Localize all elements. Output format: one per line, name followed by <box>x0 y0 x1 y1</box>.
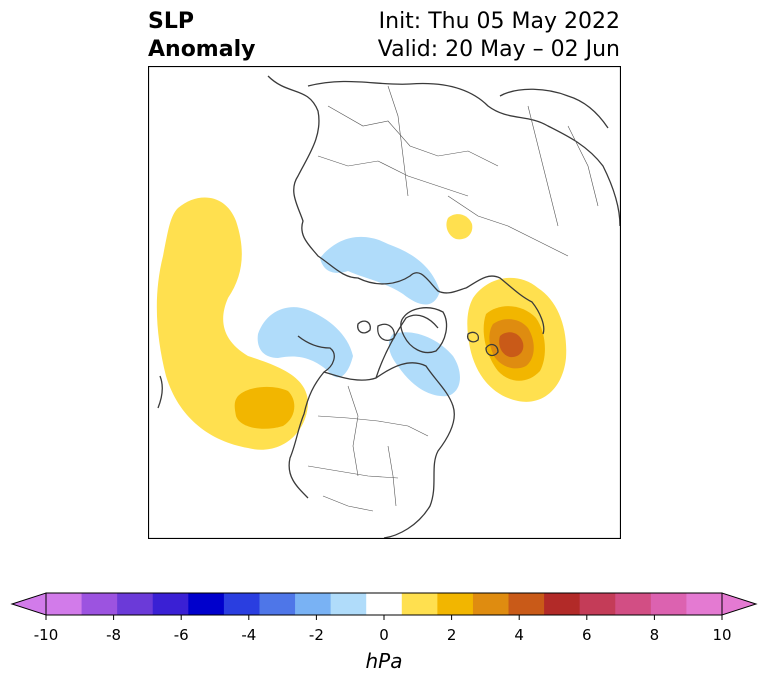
colorbar-swatch <box>472 593 510 615</box>
colorbar-swatch <box>508 593 545 615</box>
colorbar-swatches <box>10 592 758 616</box>
init-date: Init: Thu 05 May 2022 <box>378 9 620 34</box>
colorbar-swatch <box>544 593 581 615</box>
slp-anomaly-map <box>148 66 621 539</box>
colorbar-tick-label: 4 <box>514 626 524 644</box>
title-line-1: SLP <box>148 9 194 34</box>
pos-anomaly-pacific-core <box>234 386 295 429</box>
title-line-2: Anomaly <box>148 37 256 62</box>
colorbar-swatch <box>117 593 154 615</box>
colorbar-tick-label: -10 <box>34 626 59 644</box>
date-info: Init: Thu 05 May 2022 Valid: 20 May – 02… <box>378 8 620 64</box>
colorbar-swatch <box>46 593 83 615</box>
colorbar-swatch <box>615 593 652 615</box>
pos-anomaly-edge <box>148 284 152 318</box>
colorbar-tick-label: -8 <box>106 626 121 644</box>
colorbar-ticks: -10 -8 -6 -4 -2 0 2 4 6 8 10 <box>34 615 732 644</box>
colorbar-swatch <box>330 593 367 615</box>
pos-anomaly-scandinavia-core <box>499 332 524 358</box>
map-title: SLP Anomaly <box>148 8 255 64</box>
colorbar-tick-label: -6 <box>174 626 189 644</box>
colorbar-unit-label: hPa <box>366 649 403 673</box>
coastlines <box>157 75 621 539</box>
colorbar-swatch <box>366 593 403 615</box>
colorbar-tick-label: 8 <box>650 626 660 644</box>
colorbar-extend-left <box>10 592 47 616</box>
pos-anomaly-pacific <box>156 197 308 450</box>
valid-range: Valid: 20 May – 02 Jun <box>377 37 620 62</box>
colorbar-swatch <box>295 593 332 615</box>
pos-anomaly-siberia <box>446 214 473 240</box>
colorbar-swatch <box>686 593 723 615</box>
colorbar-swatch <box>650 593 687 615</box>
colorbar-swatch <box>81 593 118 615</box>
colorbar-extend-right <box>721 592 758 616</box>
country-borders <box>307 85 599 512</box>
anomaly-shading <box>148 197 567 450</box>
colorbar-swatch <box>437 593 474 615</box>
colorbar-tick-label: 2 <box>447 626 457 644</box>
colorbar-swatch <box>152 593 189 615</box>
colorbar-swatch <box>188 593 225 615</box>
colorbar-tick-label: 0 <box>379 626 389 644</box>
colorbar-swatch <box>259 593 296 615</box>
neg-anomaly-alaska <box>257 307 353 378</box>
colorbar-tick-label: -2 <box>309 626 324 644</box>
colorbar-tick-label: -4 <box>241 626 256 644</box>
colorbar-swatch <box>223 593 260 615</box>
colorbar: -10 -8 -6 -4 -2 0 2 4 6 8 10 hPa <box>10 592 758 673</box>
neg-anomaly-canada <box>388 332 460 397</box>
colorbar-tick-label: 10 <box>712 626 731 644</box>
colorbar-tick-label: 6 <box>582 626 592 644</box>
colorbar-swatch <box>401 593 438 615</box>
colorbar-swatch <box>579 593 616 615</box>
neg-anomaly-arctic <box>320 236 440 305</box>
map-frame <box>148 66 621 539</box>
